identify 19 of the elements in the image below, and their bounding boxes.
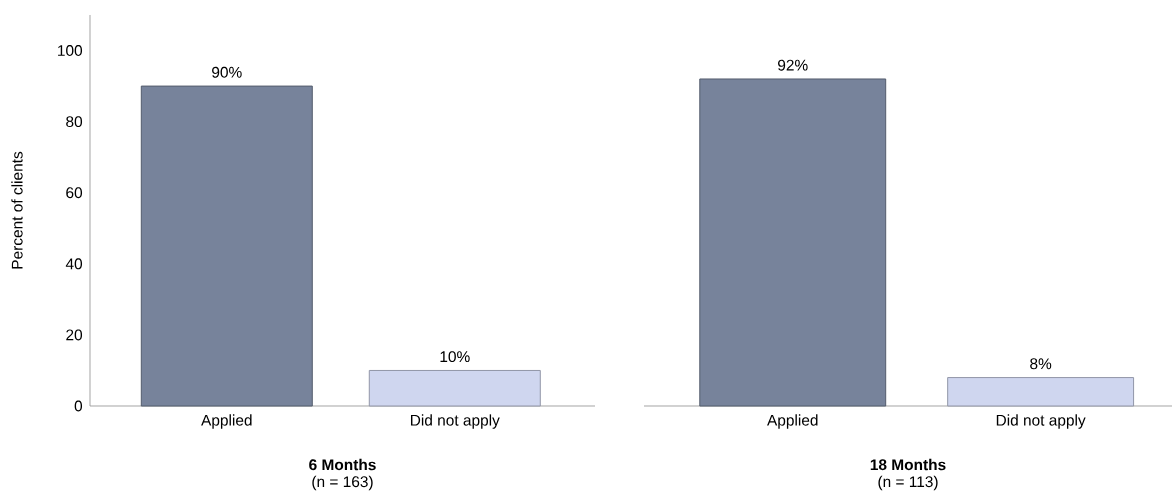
- y-tick-label: 100: [58, 45, 83, 57]
- data-label: 90%: [212, 66, 242, 78]
- y-tick-label: 80: [66, 116, 83, 128]
- x-tick-label: Did not apply: [410, 414, 500, 429]
- x-tick-label: Applied: [767, 414, 818, 429]
- data-label: 92%: [778, 59, 808, 71]
- x-tick-label: Did not apply: [996, 414, 1086, 429]
- text: (n = 113): [878, 475, 938, 491]
- y-axis-title: Percent of clients: [11, 151, 23, 269]
- y-tick-label: 60: [66, 187, 83, 199]
- y-tick-label: 20: [66, 329, 83, 341]
- text: 6 Months: [309, 458, 376, 471]
- text: (n = 163): [312, 475, 373, 491]
- y-tick-label: 40: [65, 258, 83, 270]
- data-label: 8%: [1030, 358, 1052, 370]
- y-tick-label: 0: [74, 400, 83, 412]
- text: 18 Months: [870, 458, 946, 471]
- x-tick-label: Applied: [201, 414, 252, 429]
- data-label: 10%: [440, 351, 470, 363]
